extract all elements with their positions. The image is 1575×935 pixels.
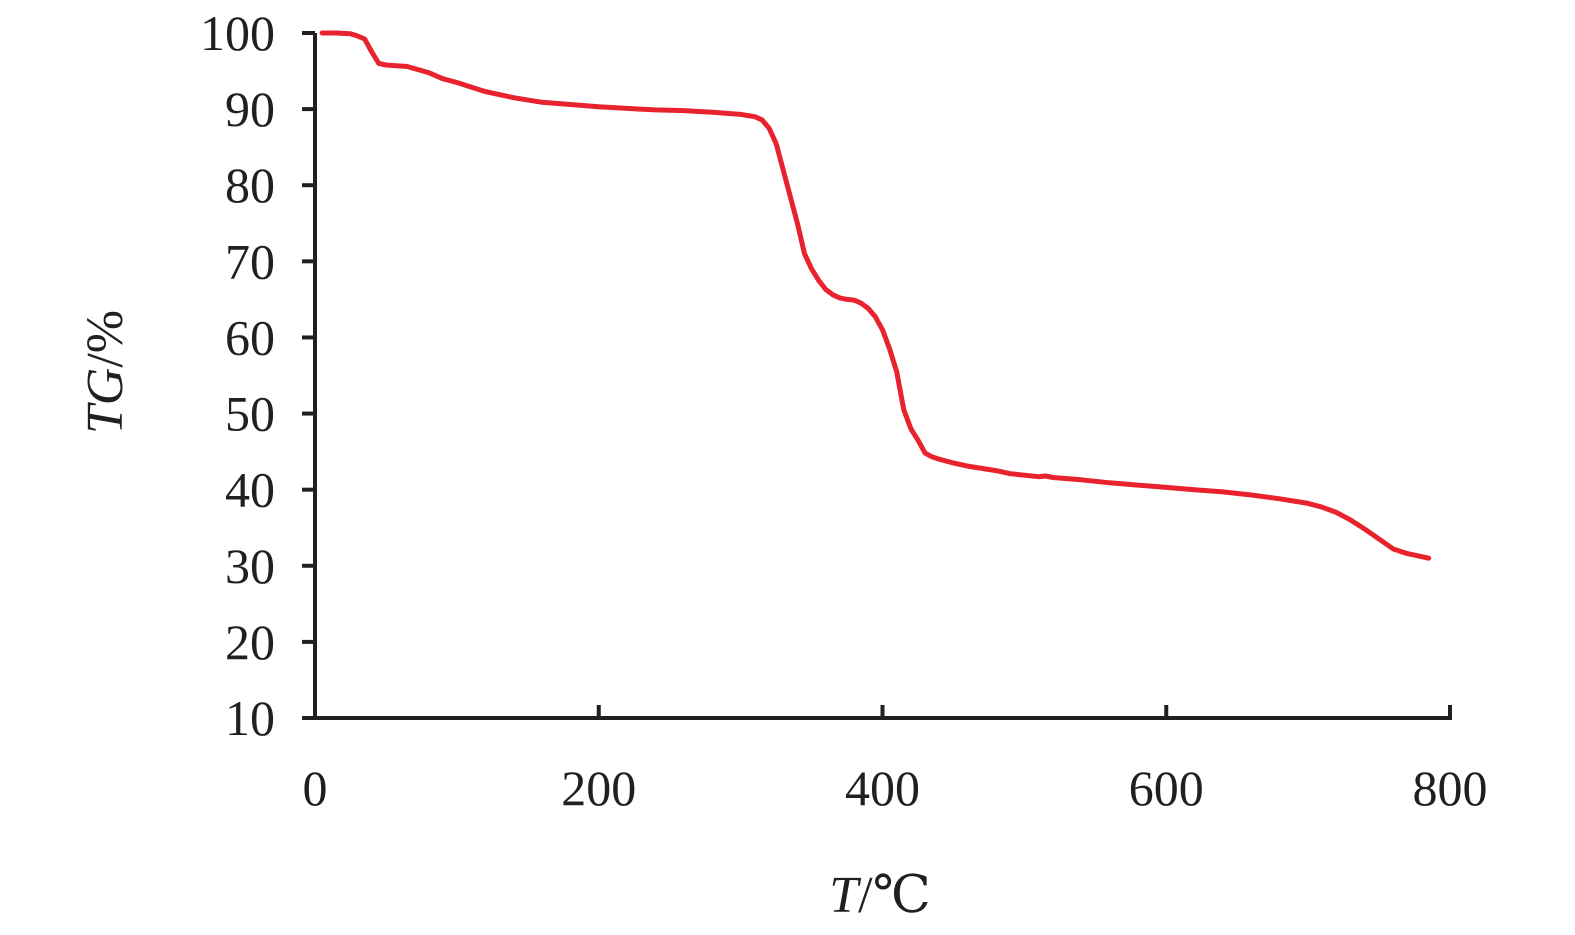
y-axis-title-var: TG <box>77 368 134 434</box>
y-tick-label: 80 <box>225 157 275 213</box>
y-tick-label: 40 <box>225 462 275 518</box>
y-tick-label: 100 <box>200 5 275 61</box>
y-tick-label: 50 <box>225 386 275 442</box>
y-tick-label: 10 <box>225 690 275 746</box>
y-axis-title-unit: /% <box>77 310 134 368</box>
x-tick-label: 0 <box>303 760 328 816</box>
x-axis-title-unit: /℃ <box>858 867 931 924</box>
x-tick-label: 400 <box>845 760 920 816</box>
x-tick-label: 200 <box>561 760 636 816</box>
x-axis-title: T/℃ <box>829 867 931 924</box>
x-axis-title-var: T <box>829 867 861 924</box>
y-tick-label: 60 <box>225 309 275 365</box>
x-tick-label: 600 <box>1129 760 1204 816</box>
x-tick-label: 800 <box>1413 760 1488 816</box>
x-axis-ticks: 0 200 400 600 800 <box>303 705 1488 816</box>
y-tick-label: 20 <box>225 614 275 670</box>
y-tick-label: 90 <box>225 81 275 137</box>
y-axis-ticks: 10 20 30 40 50 60 70 80 90 100 <box>200 5 315 746</box>
y-tick-label: 70 <box>225 233 275 289</box>
y-tick-label: 30 <box>225 538 275 594</box>
series-line-tg <box>319 30 1432 561</box>
y-axis-title: TG/% <box>77 310 134 434</box>
